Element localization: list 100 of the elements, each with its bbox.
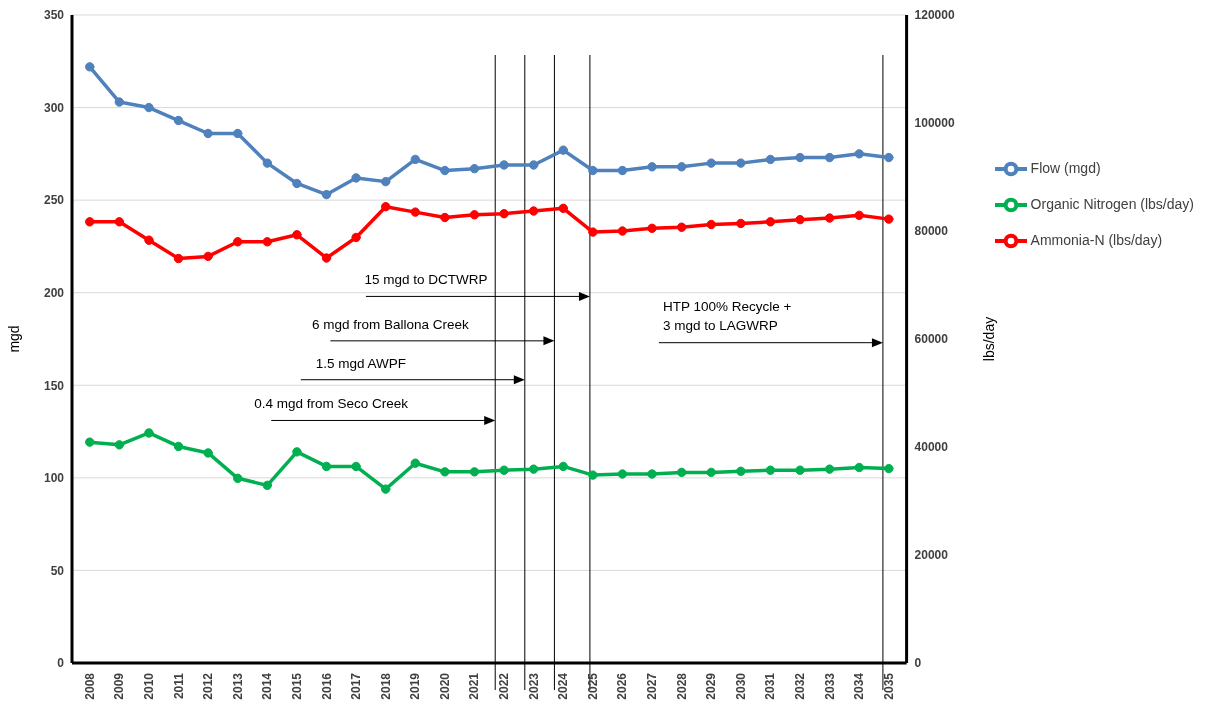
- point: [795, 214, 805, 225]
- point: [528, 206, 539, 216]
- point: [469, 210, 480, 220]
- point: [736, 158, 746, 168]
- point: [795, 152, 805, 163]
- x-tick-label: 2022: [497, 672, 512, 700]
- point: [114, 440, 125, 450]
- point: [410, 458, 421, 468]
- y-tick-label: 0: [57, 656, 65, 671]
- y2-axis-title: lbs/day: [980, 316, 997, 362]
- point: [292, 447, 302, 457]
- point: [706, 467, 716, 478]
- point: [440, 212, 450, 223]
- point: [617, 165, 628, 176]
- annotation: HTP 100% Recycle + 3 mgd to LAGWRP: [662, 298, 792, 333]
- point: [381, 202, 391, 212]
- point: [144, 235, 154, 245]
- legend-label: Ammonia-N (lbs/day): [1030, 232, 1163, 248]
- x-tick-label: 2019: [408, 672, 423, 700]
- point: [499, 465, 509, 475]
- point: [499, 209, 509, 219]
- annotation: 6 mgd from Ballona Creek: [311, 316, 470, 332]
- point: [203, 251, 213, 262]
- point: [824, 464, 835, 474]
- point: [262, 237, 273, 247]
- point: [647, 469, 657, 479]
- point: [558, 203, 568, 214]
- point: [499, 160, 509, 170]
- point: [617, 469, 628, 479]
- x-tick-label: 2017: [349, 672, 364, 700]
- point: [381, 484, 391, 494]
- point: [558, 145, 568, 155]
- x-tick-label: 2013: [230, 672, 245, 700]
- y2-tick-label: 80000: [914, 224, 949, 239]
- y-tick-label: 50: [50, 563, 65, 578]
- point: [114, 97, 125, 107]
- point: [736, 218, 746, 229]
- point: [381, 176, 391, 187]
- y-tick-label: 250: [43, 193, 65, 208]
- point: [588, 470, 598, 480]
- x-tick-label: 2020: [437, 672, 452, 700]
- y-tick-label: 350: [43, 8, 65, 23]
- point: [410, 207, 421, 217]
- point: [736, 466, 746, 476]
- x-tick-label: 2032: [793, 672, 808, 700]
- point: [321, 189, 332, 200]
- y2-tick-label: 40000: [914, 440, 949, 455]
- legend-label: Organic Nitrogen (lbs/day): [1030, 196, 1194, 212]
- point: [173, 441, 184, 452]
- point: [676, 467, 687, 478]
- point: [262, 158, 273, 168]
- annotation: 1.5 mgd AWPF: [315, 355, 406, 371]
- point: [765, 217, 776, 227]
- point: [351, 232, 361, 243]
- x-tick-label: 2025: [585, 672, 600, 700]
- x-tick-label: 2029: [704, 672, 719, 700]
- point: [233, 237, 243, 247]
- x-tick-label: 2014: [260, 672, 275, 700]
- legend-label: Flow (mgd): [1030, 160, 1101, 176]
- x-tick-label: 2024: [556, 672, 571, 700]
- annotation: 15 mgd to DCTWRP: [364, 272, 488, 288]
- point: [114, 217, 125, 227]
- point: [233, 473, 243, 484]
- y2-tick-label: 20000: [914, 548, 949, 563]
- x-tick-label: 2016: [319, 672, 334, 700]
- point: [469, 163, 480, 174]
- x-tick-label: 2034: [852, 672, 867, 700]
- point: [351, 461, 361, 472]
- point: [706, 158, 716, 168]
- x-tick-label: 2021: [467, 672, 482, 700]
- y2-tick-label: 60000: [914, 332, 949, 347]
- point: [85, 217, 95, 227]
- x-tick-label: 2028: [674, 672, 689, 700]
- y2-tick-label: 100000: [914, 116, 955, 131]
- point: [144, 428, 154, 438]
- x-tick-label: 2015: [289, 672, 304, 700]
- point: [321, 461, 332, 472]
- point: [440, 165, 450, 176]
- point: [469, 467, 480, 477]
- x-tick-label: 2023: [526, 672, 541, 700]
- point: [765, 465, 776, 475]
- y2-tick-label: 120000: [914, 8, 955, 23]
- point: [85, 437, 95, 447]
- x-tick-label: 2010: [141, 672, 156, 700]
- point: [676, 222, 687, 232]
- x-tick-label: 2009: [112, 672, 127, 700]
- x-tick-label: 2030: [733, 672, 748, 700]
- point: [854, 149, 864, 159]
- x-tick-label: 2033: [822, 672, 837, 700]
- point: [203, 128, 213, 139]
- point: [440, 467, 450, 477]
- y-axis-title: mgd: [5, 325, 22, 353]
- point: [795, 465, 805, 475]
- point: [676, 162, 687, 172]
- point: [647, 223, 657, 233]
- point: [854, 462, 864, 473]
- point: [233, 128, 243, 139]
- point: [706, 219, 716, 230]
- point: [558, 461, 568, 472]
- point: [203, 448, 213, 458]
